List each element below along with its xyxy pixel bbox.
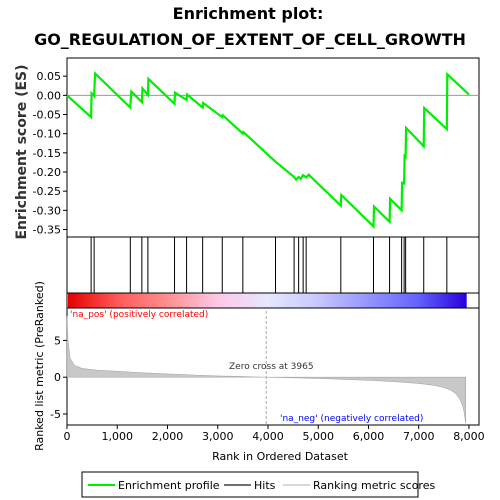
xtick-label: 7,000 (403, 430, 435, 443)
metric-ytick-label: -5 (50, 408, 61, 421)
xtick-label: 0 (64, 430, 71, 443)
metric-ytick-label: 5 (54, 334, 61, 347)
pos-correlated-label: 'na_pos' (positively correlated) (70, 310, 208, 320)
ranking-metric-area (66, 316, 466, 424)
hits-panel (90, 237, 448, 293)
xtick-label: 1,000 (101, 430, 133, 443)
legend: Enrichment profile Hits Ranking metric s… (81, 471, 435, 498)
enrichment-profile-line (66, 71, 470, 229)
es-ytick-label: -0.25 (33, 185, 61, 198)
xtick-label: 3,000 (202, 430, 234, 443)
xtick-label: 5,000 (302, 430, 334, 443)
chart-title-line2: GO_REGULATION_OF_EXTENT_OF_CELL_GROWTH (34, 30, 466, 49)
legend-metric-label: Ranking metric scores (313, 479, 435, 492)
es-ytick-label: 0.05 (37, 70, 62, 83)
es-ytick-label: -0.20 (33, 166, 61, 179)
xtick-label: 4,000 (252, 430, 284, 443)
es-ytick-label: 0.00 (37, 89, 62, 102)
metric-ytick-label: 0 (54, 371, 61, 384)
metric-panel (66, 311, 466, 425)
es-ytick-label: -0.30 (33, 204, 61, 217)
zero-cross-label: Zero cross at 3965 (229, 362, 314, 372)
es-ytick-label: -0.35 (33, 224, 61, 237)
plot-frame (66, 57, 480, 426)
legend-hits-label: Hits (254, 479, 276, 492)
axes: 0.05 0.00 -0.05 -0.10 -0.15 -0.20 -0.25 -0.30 -0… (33, 70, 485, 443)
xtick-label: 2,000 (152, 430, 184, 443)
xtick-label: 6,000 (353, 430, 385, 443)
neg-correlated-label: 'na_neg' (negatively correlated) (280, 414, 423, 424)
es-axis-label: Enrichment score (ES) (14, 64, 30, 239)
xtick-label: 8,000 (453, 430, 485, 443)
legend-profile-label: Enrichment profile (118, 479, 220, 492)
x-axis-label: Rank in Ordered Dataset (212, 450, 349, 463)
chart-title-line1: Enrichment plot: (173, 4, 324, 23)
gradient-panel (68, 293, 467, 308)
es-ytick-label: -0.10 (33, 128, 61, 141)
rank-gradient-bar (68, 293, 467, 308)
es-ytick-label: -0.05 (33, 109, 61, 122)
es-ytick-label: -0.15 (33, 147, 61, 160)
es-panel (66, 71, 479, 229)
metric-axis-label: Ranked list metric (PreRanked) (33, 281, 46, 451)
